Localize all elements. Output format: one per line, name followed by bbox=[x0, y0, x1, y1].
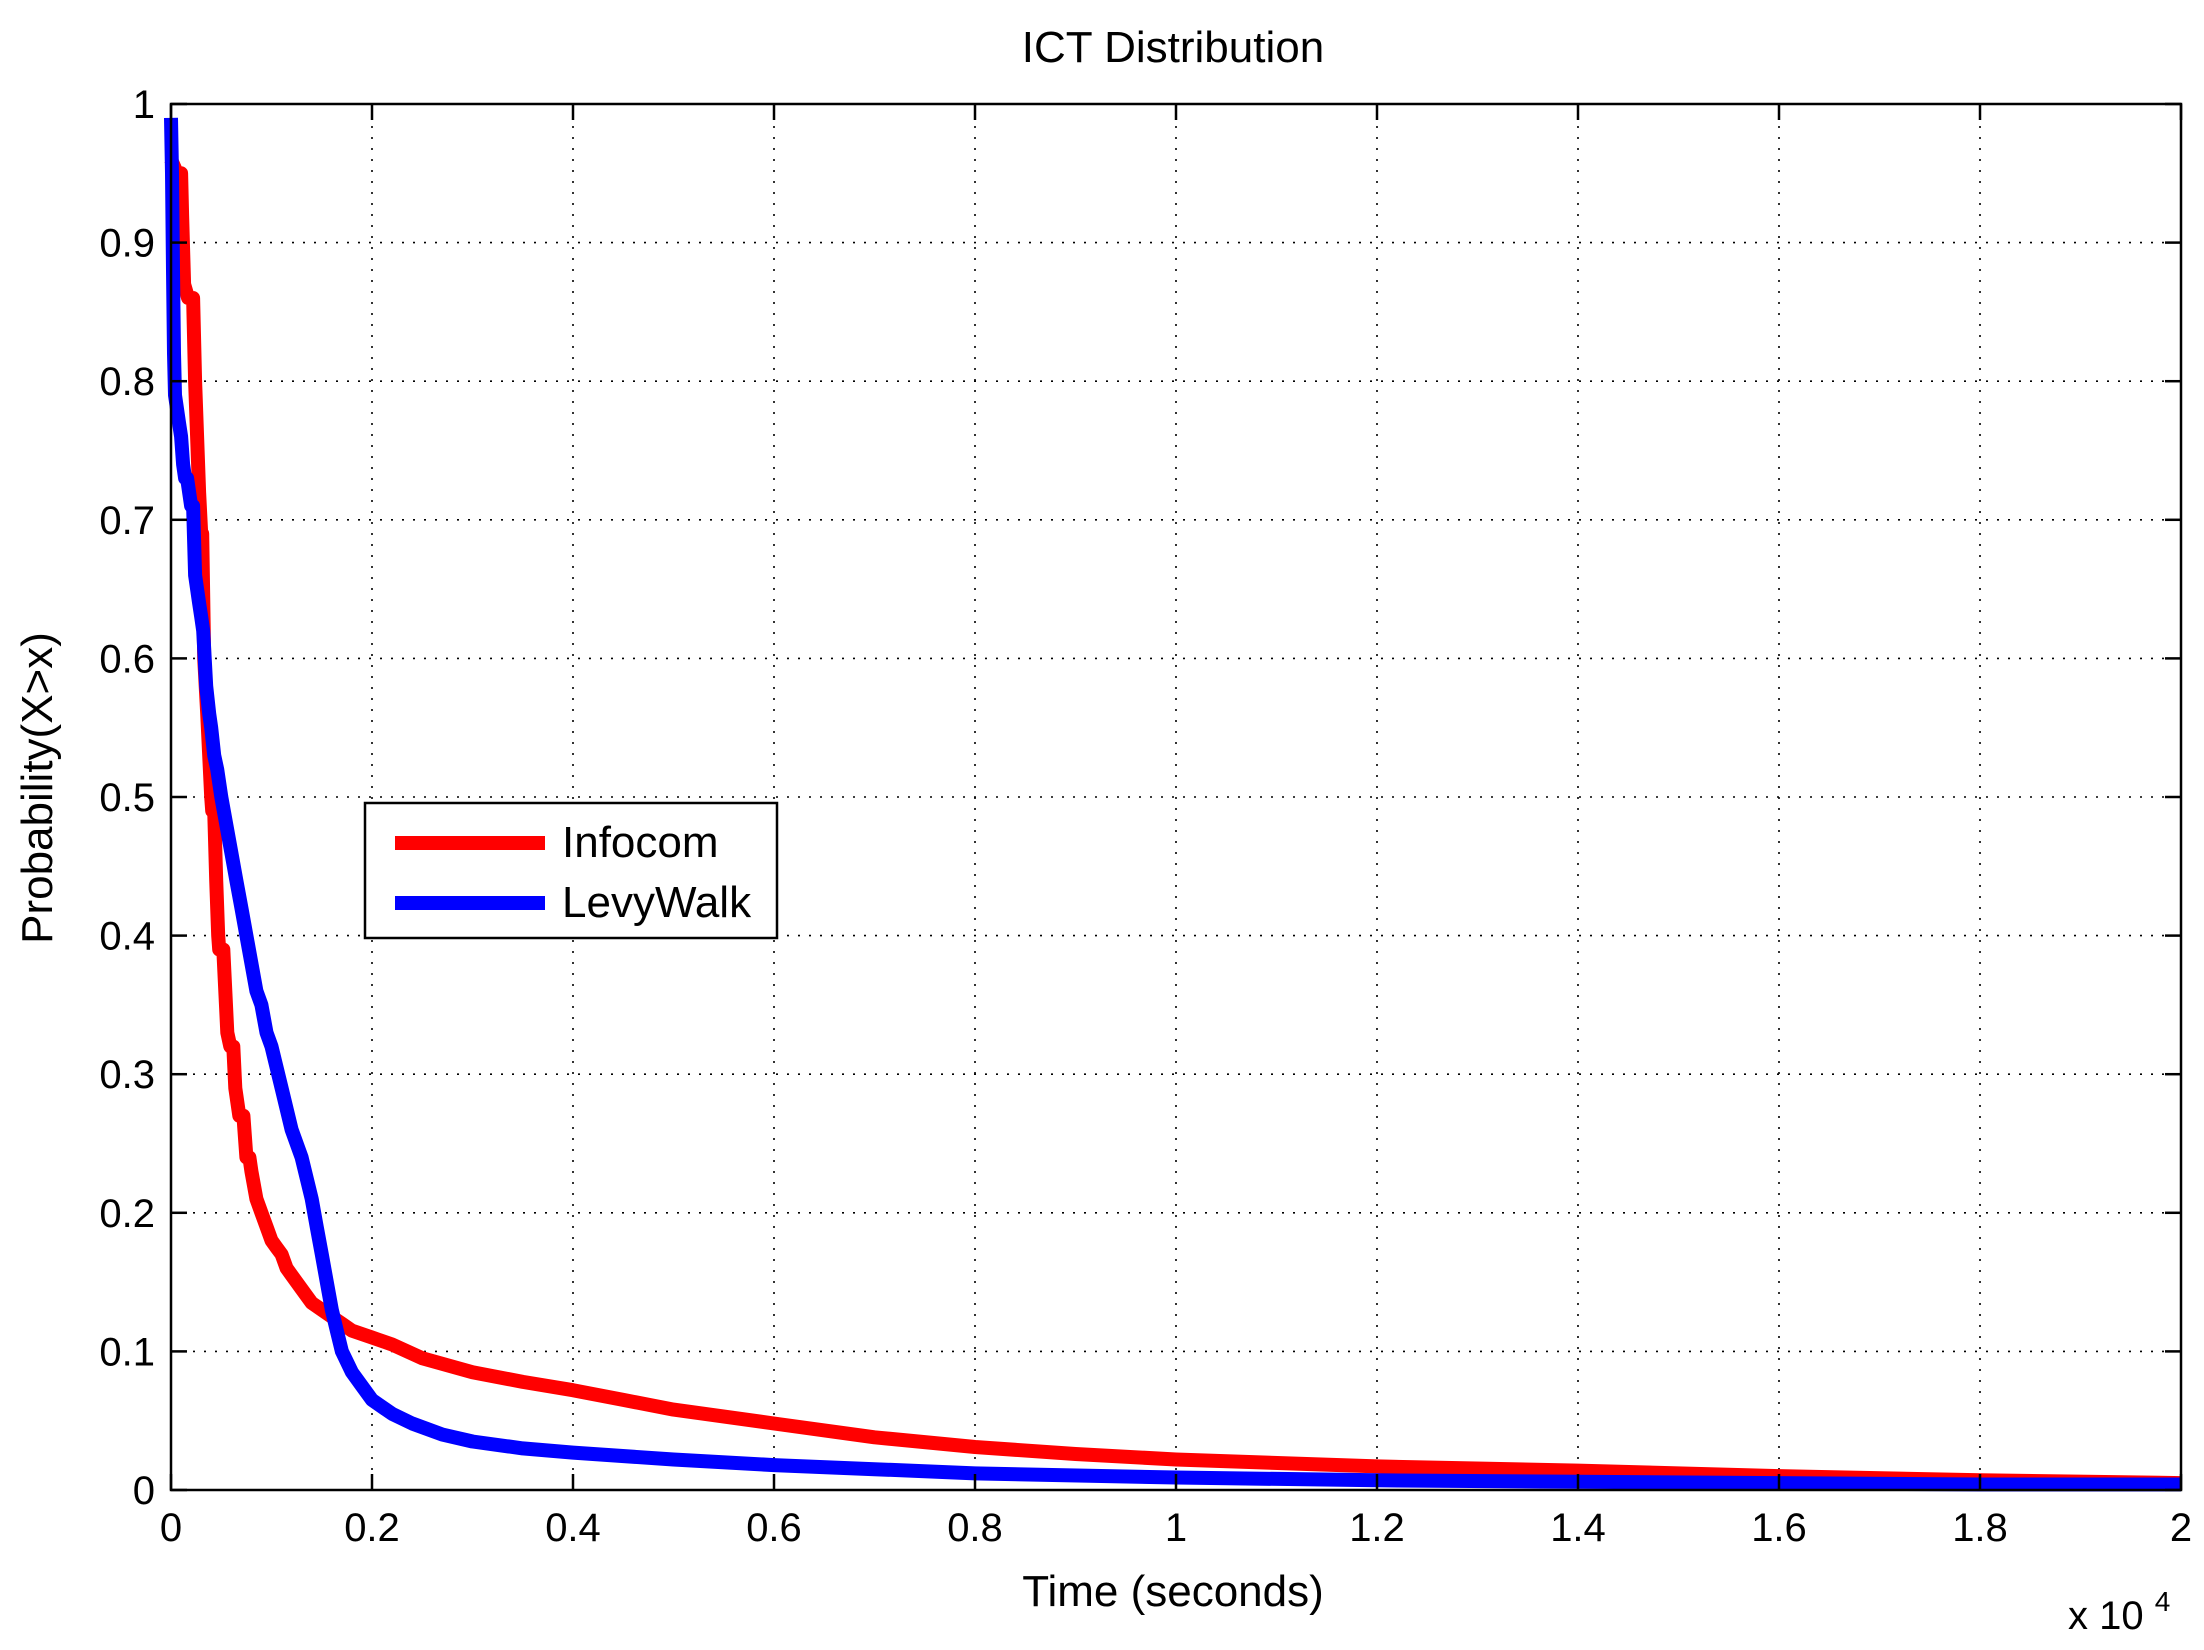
y-tick-label: 0 bbox=[133, 1469, 155, 1513]
tick-layer: 0 0.2 0.4 0.6 0.8 1 1.2 1.4 1.6 1.8 2 0 0.1 0.2 0.3 0.4… bbox=[99, 83, 2192, 1550]
x-tick-label: 2 bbox=[2170, 1506, 2192, 1550]
x-tick-label: 0.8 bbox=[947, 1506, 1003, 1550]
x-tick-label: 0.4 bbox=[545, 1506, 601, 1550]
legend-label-levywalk: LevyWalk bbox=[562, 878, 752, 927]
y-axis-label: Probability(X>x) bbox=[13, 632, 62, 944]
label-layer: ICT Distribution Time (seconds) Probabil… bbox=[13, 23, 2170, 1638]
legend-label-infocom: Infocom bbox=[562, 818, 719, 867]
series-line-infocom bbox=[164, 156, 2182, 1491]
y-tick-label: 0.2 bbox=[99, 1192, 155, 1236]
series-layer bbox=[164, 117, 2182, 1492]
x-tick-label: 0.2 bbox=[344, 1506, 400, 1550]
legend-box bbox=[363, 801, 779, 940]
x-tick-label: 1.4 bbox=[1550, 1506, 1606, 1550]
x-tick-label: 1.8 bbox=[1952, 1506, 2008, 1550]
x-axis-label: Time (seconds) bbox=[1022, 1567, 1324, 1616]
y-tick-label: 0.6 bbox=[99, 637, 155, 681]
x-tick-label: 1 bbox=[1165, 1506, 1187, 1550]
y-tick-label: 0.8 bbox=[99, 360, 155, 404]
y-tick-label: 0.7 bbox=[99, 499, 155, 543]
x-tick-label: 1.6 bbox=[1751, 1506, 1807, 1550]
legend: Infocom LevyWalk bbox=[363, 801, 779, 940]
y-tick-label: 0.9 bbox=[99, 222, 155, 266]
x-axis-multiplier: x 10 4 bbox=[2068, 1586, 2170, 1638]
x-axis-multiplier-exponent: 4 bbox=[2155, 1586, 2171, 1617]
chart-title: ICT Distribution bbox=[1022, 23, 1324, 72]
grid-layer bbox=[171, 104, 2181, 1490]
y-tick-label: 1 bbox=[133, 83, 155, 127]
y-tick-label: 0.4 bbox=[99, 915, 155, 959]
x-tick-label: 1.2 bbox=[1349, 1506, 1405, 1550]
x-tick-label: 0.6 bbox=[746, 1506, 802, 1550]
y-tick-label: 0.1 bbox=[99, 1330, 155, 1374]
x-axis-multiplier-base: x 10 bbox=[2068, 1594, 2144, 1638]
y-tick-label: 0.3 bbox=[99, 1053, 155, 1097]
x-tick-label: 0 bbox=[160, 1506, 182, 1550]
y-tick-label: 0.5 bbox=[99, 776, 155, 820]
series-line-levywalk bbox=[164, 117, 2181, 1492]
